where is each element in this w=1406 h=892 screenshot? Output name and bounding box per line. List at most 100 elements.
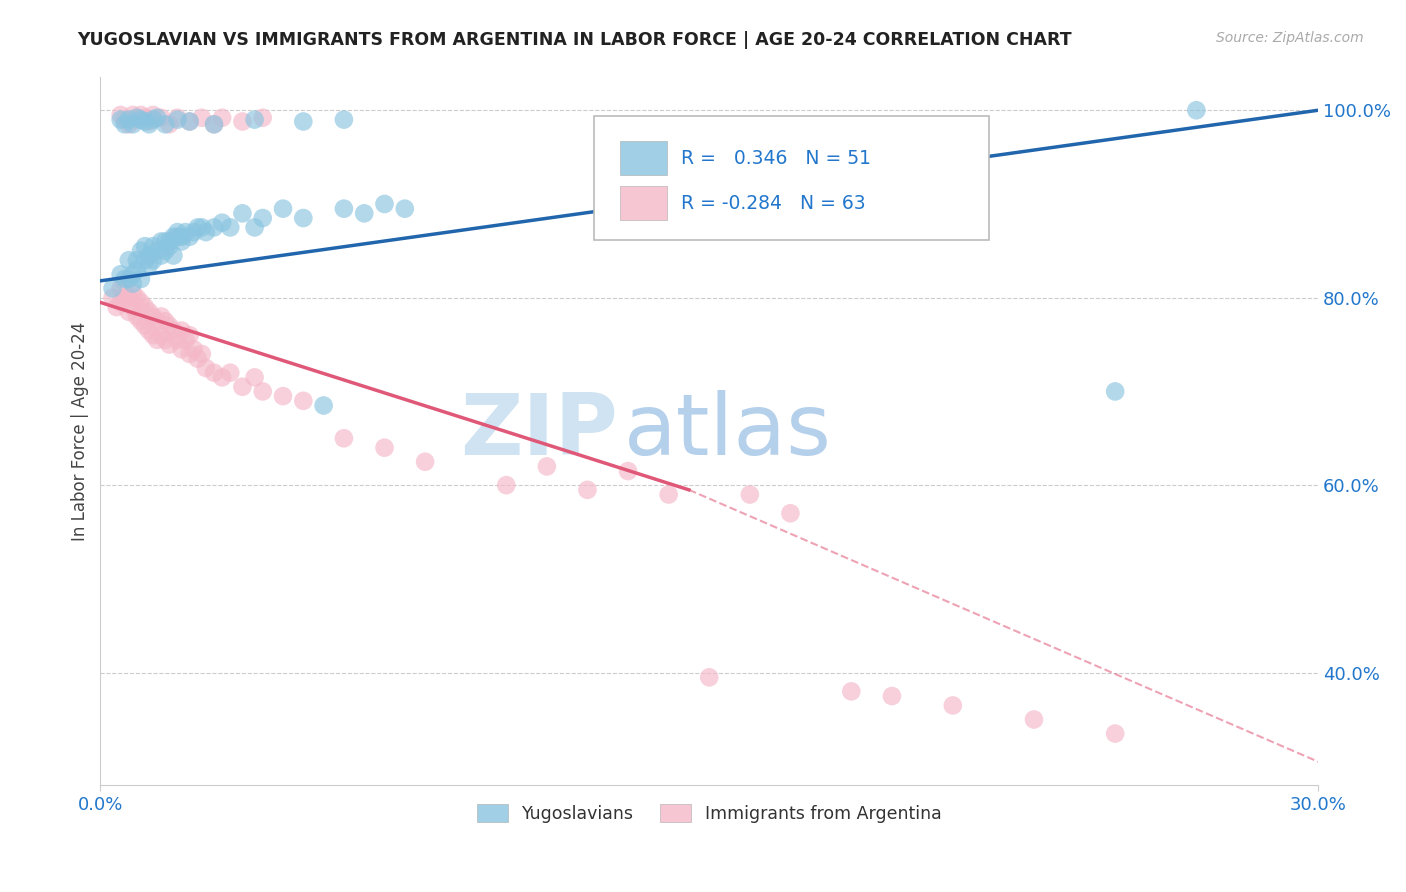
Point xyxy=(170,229,193,244)
Point xyxy=(138,305,160,319)
Point xyxy=(125,262,148,277)
Point xyxy=(129,314,152,328)
Point xyxy=(114,272,136,286)
Point xyxy=(129,272,152,286)
Point xyxy=(129,244,152,258)
Point xyxy=(194,361,217,376)
Point xyxy=(333,202,356,216)
Point xyxy=(779,506,801,520)
Point xyxy=(211,111,233,125)
Text: Source: ZipAtlas.com: Source: ZipAtlas.com xyxy=(1216,31,1364,45)
Point xyxy=(125,310,148,324)
Point xyxy=(292,114,315,128)
Point xyxy=(536,459,558,474)
Point xyxy=(110,112,132,127)
Point xyxy=(142,253,165,268)
Text: YUGOSLAVIAN VS IMMIGRANTS FROM ARGENTINA IN LABOR FORCE | AGE 20-24 CORRELATION : YUGOSLAVIAN VS IMMIGRANTS FROM ARGENTINA… xyxy=(77,31,1071,49)
Point xyxy=(166,112,188,127)
Point xyxy=(353,206,375,220)
Point xyxy=(576,483,599,497)
Point xyxy=(231,380,253,394)
Point xyxy=(191,220,214,235)
Point xyxy=(155,333,177,347)
Point xyxy=(121,108,143,122)
Point xyxy=(243,220,266,235)
Point xyxy=(413,455,436,469)
Point xyxy=(118,117,141,131)
Point xyxy=(146,244,169,258)
FancyBboxPatch shape xyxy=(593,116,990,240)
Point xyxy=(1104,384,1126,399)
Point xyxy=(118,291,141,305)
Point xyxy=(125,112,148,127)
Point xyxy=(202,117,225,131)
Point xyxy=(129,108,152,122)
Point xyxy=(211,370,233,384)
Point xyxy=(157,337,180,351)
Point xyxy=(202,220,225,235)
Point xyxy=(191,111,214,125)
Point xyxy=(738,487,761,501)
Point xyxy=(121,300,143,314)
Point xyxy=(243,370,266,384)
Point xyxy=(142,112,165,127)
Point xyxy=(157,235,180,249)
Point xyxy=(333,431,356,445)
Text: R =   0.346   N = 51: R = 0.346 N = 51 xyxy=(682,149,872,168)
Point xyxy=(252,384,274,399)
Point xyxy=(150,310,173,324)
Point xyxy=(166,111,188,125)
Point xyxy=(110,108,132,122)
Point xyxy=(252,111,274,125)
Point xyxy=(121,285,143,300)
Point xyxy=(114,117,136,131)
Point xyxy=(118,112,141,127)
Text: ZIP: ZIP xyxy=(460,390,617,473)
Point xyxy=(150,235,173,249)
Y-axis label: In Labor Force | Age 20-24: In Labor Force | Age 20-24 xyxy=(72,322,89,541)
Point xyxy=(138,248,160,262)
Point xyxy=(125,253,148,268)
Point xyxy=(187,220,209,235)
Point xyxy=(114,277,136,291)
Point xyxy=(211,216,233,230)
Point xyxy=(155,244,177,258)
Point xyxy=(219,366,242,380)
Point xyxy=(312,399,335,413)
Point xyxy=(114,112,136,127)
Point xyxy=(110,281,132,295)
Point xyxy=(110,267,132,281)
Point xyxy=(101,281,124,295)
Point xyxy=(839,684,862,698)
Point xyxy=(179,114,201,128)
Point xyxy=(166,225,188,239)
Text: R = -0.284   N = 63: R = -0.284 N = 63 xyxy=(682,194,866,213)
Point xyxy=(194,225,217,239)
Point xyxy=(118,305,141,319)
Point xyxy=(134,318,156,333)
Point xyxy=(252,211,274,225)
Point xyxy=(174,333,197,347)
Point xyxy=(142,328,165,343)
Point xyxy=(373,441,395,455)
Point xyxy=(174,225,197,239)
Point xyxy=(134,253,156,268)
Point xyxy=(170,324,193,338)
Point xyxy=(179,114,201,128)
Text: atlas: atlas xyxy=(624,390,832,473)
Point xyxy=(142,310,165,324)
Point xyxy=(146,333,169,347)
Point xyxy=(125,291,148,305)
Point xyxy=(138,258,160,272)
Legend: Yugoslavians, Immigrants from Argentina: Yugoslavians, Immigrants from Argentina xyxy=(470,797,949,830)
Point xyxy=(394,202,416,216)
Point xyxy=(179,229,201,244)
Point xyxy=(183,343,205,357)
Point xyxy=(146,111,169,125)
Point xyxy=(170,343,193,357)
Point xyxy=(157,117,180,131)
Point xyxy=(155,314,177,328)
Point xyxy=(292,211,315,225)
Point xyxy=(202,366,225,380)
Point xyxy=(134,114,156,128)
